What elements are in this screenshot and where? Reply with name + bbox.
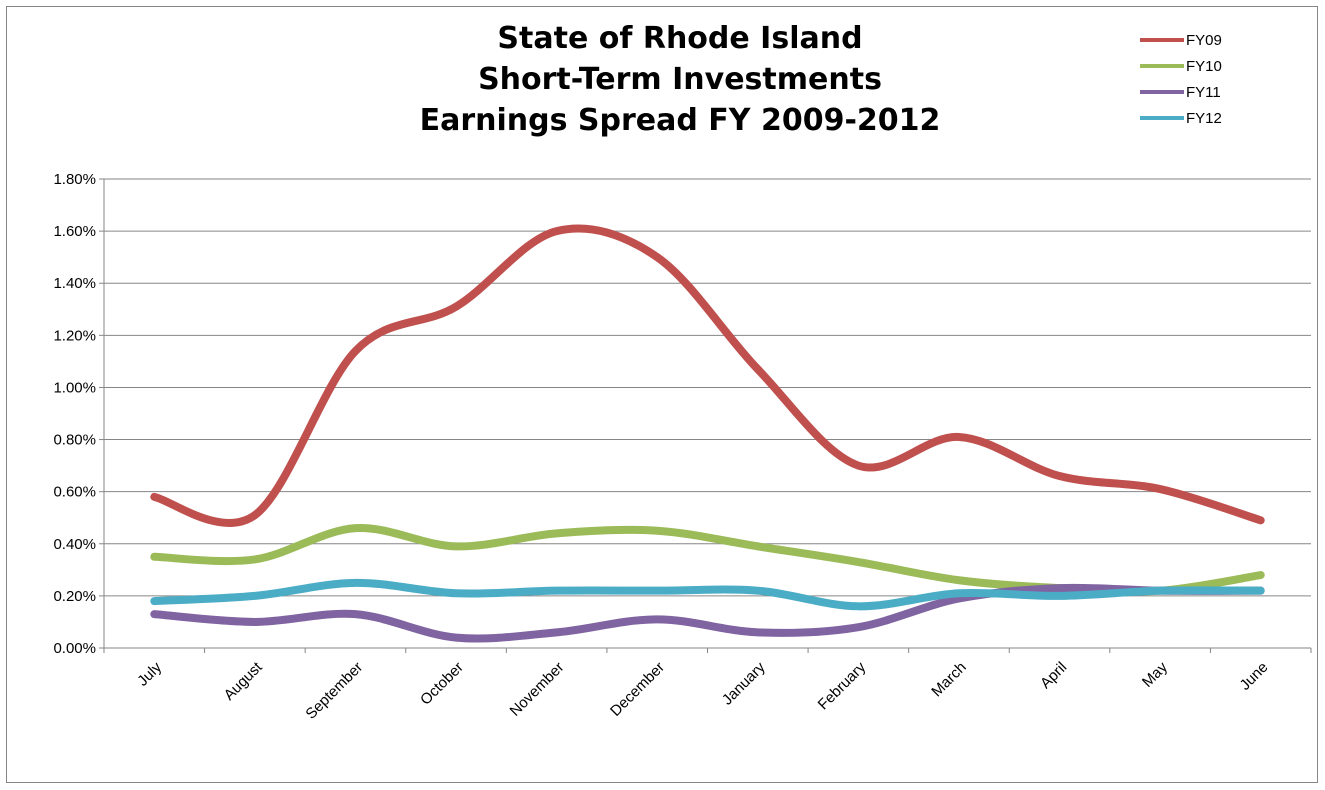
series-line-fy11 — [150, 583, 1265, 643]
gridlines — [99, 178, 1312, 653]
y-tick-label: 1.20% — [53, 327, 96, 344]
chart-title: State of Rhode Island Short-Term Investm… — [355, 18, 1005, 141]
series-line-fy10 — [150, 524, 1265, 596]
chart-title-line-3: Earnings Spread FY 2009-2012 — [419, 103, 941, 138]
x-tick-label: July — [134, 658, 165, 689]
series-lines — [150, 224, 1265, 643]
y-tick-label: 1.60% — [53, 223, 96, 240]
series-line-fy12 — [150, 578, 1265, 611]
x-tick-label: August — [221, 658, 267, 704]
chart-frame — [6, 6, 1318, 783]
legend-label-fy11: FY11 — [1186, 84, 1221, 101]
x-tick-label: November — [506, 659, 567, 720]
x-tick-label: March — [928, 659, 969, 700]
legend-label-fy12: FY12 — [1186, 110, 1222, 127]
x-tick-label: September — [302, 659, 366, 723]
y-tick-label: 0.00% — [53, 640, 96, 657]
x-tick-label: April — [1037, 659, 1070, 692]
chart-title-line-2: Short-Term Investments — [478, 62, 882, 97]
legend-label-fy10: FY10 — [1186, 58, 1222, 75]
y-tick-label: 1.40% — [53, 275, 96, 292]
chart-title-line-1: State of Rhode Island — [497, 21, 863, 56]
y-tick-label: 0.20% — [53, 588, 96, 605]
x-tick-label: October — [417, 659, 467, 709]
x-tick-label: February — [815, 658, 870, 713]
x-tick-label: January — [719, 658, 769, 708]
y-tick-label: 0.80% — [53, 432, 96, 449]
x-tick-label: May — [1139, 658, 1171, 690]
y-tick-label: 0.40% — [53, 536, 96, 553]
y-tick-label: 1.00% — [53, 379, 96, 396]
x-tick-label: December — [607, 659, 668, 720]
legend: FY09 FY10 FY11 FY12 — [1140, 32, 1222, 127]
y-tick-label: 1.80% — [53, 171, 96, 188]
series-line-fy09 — [150, 224, 1265, 527]
y-axis-ticks: 0.00% 0.20% 0.40% 0.60% 0.80% 1.00% 1.20% 1.40%… — [53, 171, 96, 657]
x-axis-ticks: July August September October November Decemb… — [134, 658, 1271, 722]
y-tick-label: 0.60% — [53, 484, 96, 501]
legend-label-fy09: FY09 — [1186, 32, 1222, 49]
x-tick-label: June — [1237, 659, 1272, 694]
